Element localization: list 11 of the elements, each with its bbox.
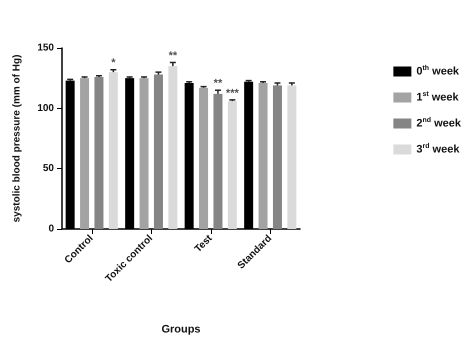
annotation: **: [168, 50, 178, 62]
x-tick-label: Test: [192, 232, 216, 255]
annotation: **: [214, 78, 223, 90]
y-tick-label: 100: [37, 102, 54, 114]
annotation: *: [111, 57, 116, 70]
y-tick-label: 0: [48, 224, 54, 234]
annotation: ***: [226, 87, 240, 100]
y-axis-title: systolic blood pressure (mm of Hg): [12, 54, 22, 222]
y-tick-label: 150: [37, 42, 54, 54]
x-axis-title: Groups: [161, 324, 201, 336]
y-tick-label: 50: [42, 163, 54, 174]
